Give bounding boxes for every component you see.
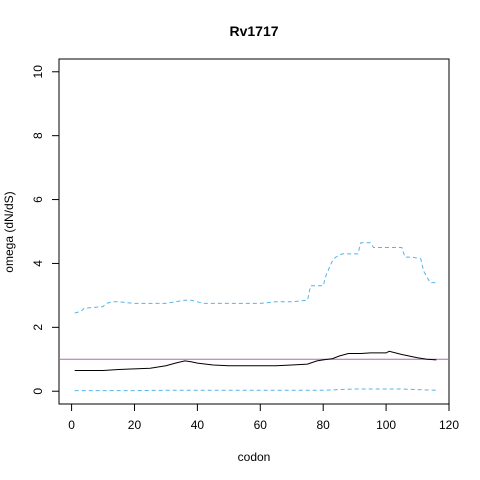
series-line-1: [74, 242, 437, 314]
x-axis-label: codon: [238, 450, 271, 464]
y-tick-label: 8: [31, 132, 45, 139]
x-tick-label: 20: [128, 418, 142, 432]
y-axis-label: omega (dN/dS): [2, 191, 16, 272]
y-tick-label: 2: [31, 324, 45, 331]
y-tick-label: 4: [31, 260, 45, 267]
series-layer: [74, 242, 437, 392]
x-tick-label: 100: [376, 418, 396, 432]
x-tick-label: 40: [191, 418, 205, 432]
x-tick-label: 60: [254, 418, 268, 432]
x-tick-label: 80: [317, 418, 331, 432]
y-tick-label: 0: [31, 388, 45, 395]
y-axis: 0 2 4 6 8 10: [31, 65, 59, 395]
series-line-2: [74, 350, 437, 371]
x-tick-label: 0: [68, 418, 75, 432]
plot-frame: [58, 58, 450, 405]
series-line-3: [74, 388, 437, 392]
y-tick-label: 6: [31, 196, 45, 203]
x-axis: 0 20 40 60 80 100 120: [68, 404, 459, 432]
y-tick-label: 10: [31, 65, 45, 79]
chart-title: Rv1717: [229, 23, 278, 39]
x-tick-label: 120: [439, 418, 459, 432]
